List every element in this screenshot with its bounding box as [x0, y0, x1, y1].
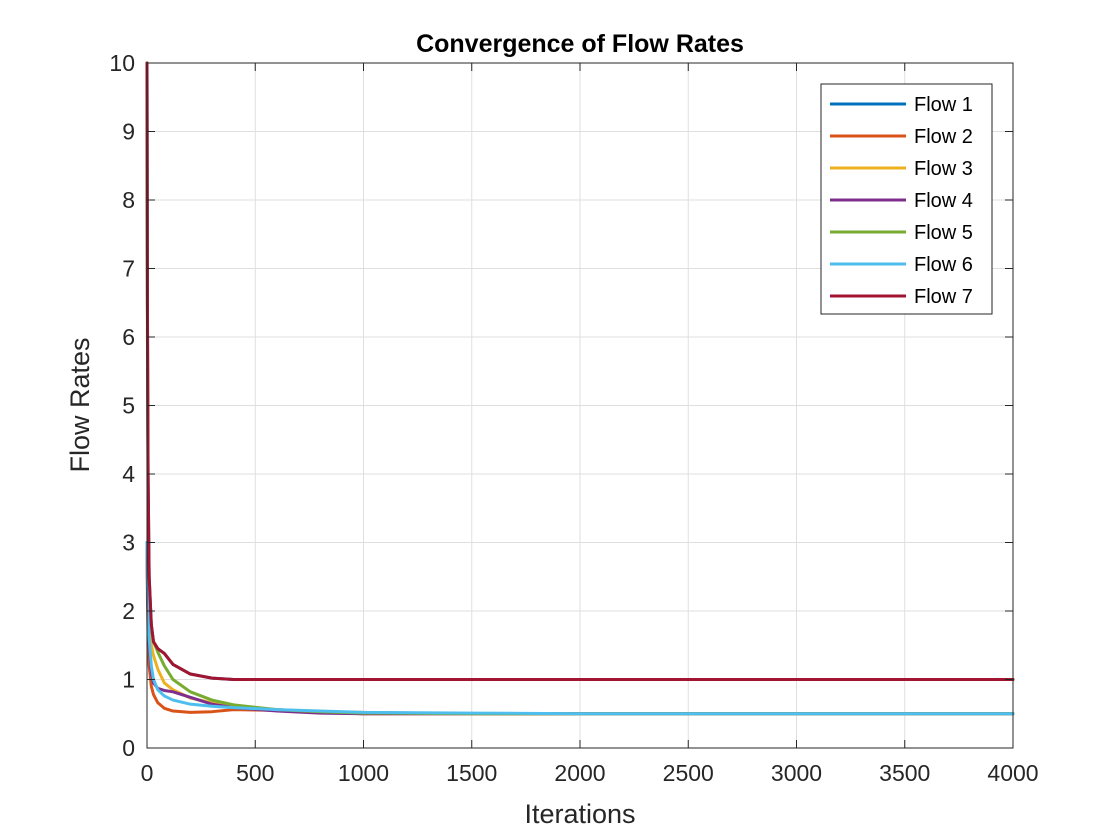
x-tick-label: 2500 [663, 760, 714, 786]
y-tick-label: 5 [122, 393, 135, 419]
y-tick-label: 8 [122, 187, 135, 213]
y-tick-label: 2 [122, 598, 135, 624]
y-tick-label: 4 [122, 461, 135, 487]
legend-label: Flow 4 [914, 190, 973, 212]
x-tick-label: 500 [236, 760, 274, 786]
y-axis-label: Flow Rates [65, 337, 95, 472]
chart-title: Convergence of Flow Rates [416, 30, 744, 58]
x-tick-label: 1000 [338, 760, 389, 786]
legend-label: Flow 7 [914, 286, 973, 308]
legend-label: Flow 1 [914, 94, 973, 116]
series-lines [145, 61, 1015, 716]
x-tick-label: 0 [141, 760, 154, 786]
y-tick-label: 9 [122, 119, 135, 145]
y-tick-label: 10 [109, 50, 135, 76]
ticks: 0 500 1000 1500 2000 2500 3000 3500 4000 0 1 2 3 4 5 6 7… [109, 50, 1038, 786]
x-tick-label: 1500 [446, 760, 497, 786]
x-tick-label: 3000 [771, 760, 822, 786]
legend-label: Flow 6 [914, 254, 973, 276]
x-tick-label: 3500 [879, 760, 930, 786]
legend-label: Flow 3 [914, 158, 973, 180]
x-axis-label: Iterations [524, 799, 635, 829]
series-line-flow-7 [145, 61, 1015, 681]
legend-label: Flow 5 [914, 222, 973, 244]
y-tick-label: 3 [122, 530, 135, 556]
y-tick-label: 6 [122, 324, 135, 350]
y-tick-label: 1 [122, 667, 135, 693]
y-tick-label: 0 [122, 735, 135, 761]
legend-label: Flow 2 [914, 126, 973, 148]
series-line-flow-6 [145, 541, 1015, 716]
y-tick-label: 7 [122, 256, 135, 282]
x-tick-label: 4000 [987, 760, 1038, 786]
legend: Flow 1 Flow 2 Flow 3 Flow 4 Flow 5 Flow 6 Flow… [820, 83, 993, 315]
x-tick-label: 2000 [554, 760, 605, 786]
